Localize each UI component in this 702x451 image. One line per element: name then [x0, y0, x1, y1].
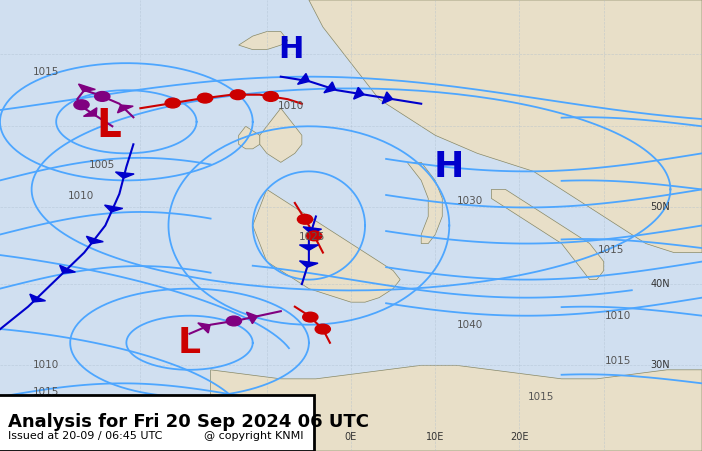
Text: 1015: 1015: [32, 387, 59, 397]
Polygon shape: [303, 227, 322, 233]
Polygon shape: [79, 84, 95, 92]
Text: @ copyright KNMI: @ copyright KNMI: [204, 431, 303, 441]
Polygon shape: [298, 74, 310, 84]
Polygon shape: [407, 162, 442, 244]
Text: 1010: 1010: [604, 311, 631, 321]
Text: 1030: 1030: [457, 196, 484, 206]
Text: Issued at 20-09 / 06:45 UTC: Issued at 20-09 / 06:45 UTC: [8, 431, 163, 441]
Polygon shape: [239, 32, 288, 50]
Polygon shape: [491, 189, 604, 280]
Polygon shape: [379, 0, 548, 99]
Text: 10E: 10E: [426, 432, 444, 442]
Circle shape: [307, 231, 322, 241]
Text: H: H: [434, 150, 465, 184]
FancyBboxPatch shape: [0, 395, 314, 451]
Polygon shape: [382, 92, 392, 104]
Circle shape: [263, 92, 278, 101]
Text: 40N: 40N: [651, 279, 670, 289]
Polygon shape: [198, 323, 210, 333]
Text: 1040: 1040: [457, 320, 484, 330]
Text: 50N: 50N: [651, 202, 670, 212]
Polygon shape: [105, 205, 123, 212]
Polygon shape: [354, 87, 364, 99]
Polygon shape: [309, 0, 702, 253]
Text: Analysis for Fri 20 Sep 2024 06 UTC: Analysis for Fri 20 Sep 2024 06 UTC: [8, 413, 369, 431]
Polygon shape: [116, 172, 134, 178]
Circle shape: [303, 312, 318, 322]
Polygon shape: [260, 108, 302, 162]
Text: 0E: 0E: [345, 432, 357, 442]
Text: L: L: [178, 326, 201, 360]
Circle shape: [165, 98, 180, 108]
Text: 1015: 1015: [32, 67, 59, 77]
Circle shape: [298, 214, 312, 224]
Circle shape: [74, 100, 89, 110]
Polygon shape: [86, 236, 103, 244]
Text: 20E: 20E: [510, 432, 529, 442]
Circle shape: [197, 93, 213, 103]
Polygon shape: [300, 245, 318, 250]
Text: H: H: [279, 35, 304, 64]
Text: 1010: 1010: [278, 101, 305, 111]
Polygon shape: [246, 312, 258, 324]
Text: 1015: 1015: [604, 356, 631, 366]
Polygon shape: [300, 261, 318, 267]
Text: 30N: 30N: [651, 360, 670, 370]
Circle shape: [226, 316, 241, 326]
Polygon shape: [239, 126, 260, 149]
Text: L: L: [96, 107, 121, 145]
Polygon shape: [117, 105, 133, 113]
Polygon shape: [253, 189, 400, 302]
Circle shape: [315, 324, 331, 334]
Polygon shape: [211, 365, 702, 451]
Text: 1010: 1010: [32, 360, 59, 370]
Text: 1005: 1005: [88, 160, 115, 170]
Polygon shape: [84, 108, 97, 116]
Circle shape: [95, 92, 110, 101]
Polygon shape: [324, 82, 336, 93]
Text: 1025: 1025: [299, 232, 326, 242]
Text: 1010: 1010: [67, 191, 94, 201]
Polygon shape: [60, 265, 75, 273]
Polygon shape: [29, 294, 46, 302]
Circle shape: [230, 90, 246, 100]
Text: 1015: 1015: [597, 245, 624, 255]
Text: 1015: 1015: [527, 392, 554, 402]
